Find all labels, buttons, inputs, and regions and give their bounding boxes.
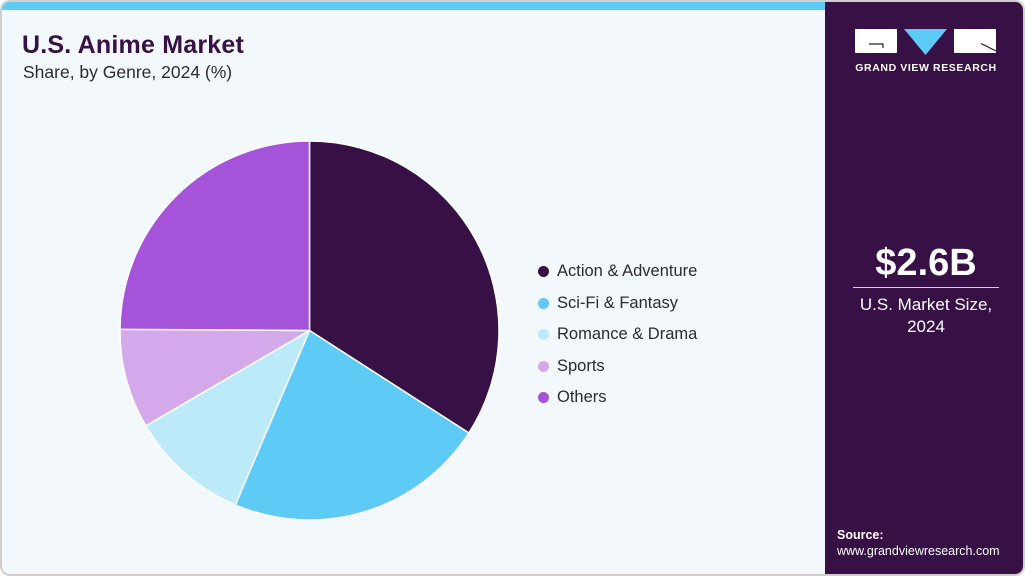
market-size-label-line1: U.S. Market Size, xyxy=(859,295,993,314)
pie-slice-sci-fi-fantasy xyxy=(234,329,470,521)
chart-title: U.S. Anime Market xyxy=(22,31,244,59)
legend-swatch-icon xyxy=(538,329,549,341)
legend-item: Sci-Fi & Fantasy xyxy=(538,288,697,320)
legend-swatch-icon xyxy=(538,360,549,372)
pie-slice-others xyxy=(119,140,311,332)
legend-item: Romance & Drama xyxy=(538,319,697,351)
market-size-label: U.S. Market Size, 2024 xyxy=(825,294,1023,338)
legend-label: Sports xyxy=(557,356,605,375)
legend-label: Others xyxy=(557,388,607,407)
legend-item: Sports xyxy=(538,351,697,383)
side-panel: GRAND VIEW RESEARCH $2.6B U.S. Market Si… xyxy=(825,2,1023,574)
legend-swatch-icon xyxy=(538,266,549,278)
source-label: Source: xyxy=(837,528,884,542)
legend-label: Action & Adventure xyxy=(557,262,698,281)
legend-label: Sci-Fi & Fantasy xyxy=(557,293,679,312)
market-size-label-line2: 2024 xyxy=(907,317,945,336)
legend-swatch-icon xyxy=(538,392,549,404)
gvr-logo-icon xyxy=(855,29,997,55)
pie-slice-sports xyxy=(119,328,311,427)
legend-item: Others xyxy=(538,382,697,414)
legend-label: Romance & Drama xyxy=(557,325,698,344)
divider xyxy=(853,287,999,288)
pie-chart xyxy=(119,140,500,521)
pie-slice-romance-drama xyxy=(145,329,311,506)
pie-slice-action-adventure xyxy=(308,140,500,434)
chart-subtitle: Share, by Genre, 2024 (%) xyxy=(23,62,233,82)
chart-legend: Action & Adventure Sci-Fi & Fantasy Romanc… xyxy=(538,256,697,414)
brand-name: GRAND VIEW RESEARCH xyxy=(855,62,997,74)
legend-swatch-icon xyxy=(538,297,549,309)
legend-item: Action & Adventure xyxy=(538,256,697,288)
market-size-value: $2.6B xyxy=(875,242,977,284)
source-url: www.grandviewresearch.com xyxy=(837,544,1000,558)
accent-bar xyxy=(2,2,825,10)
